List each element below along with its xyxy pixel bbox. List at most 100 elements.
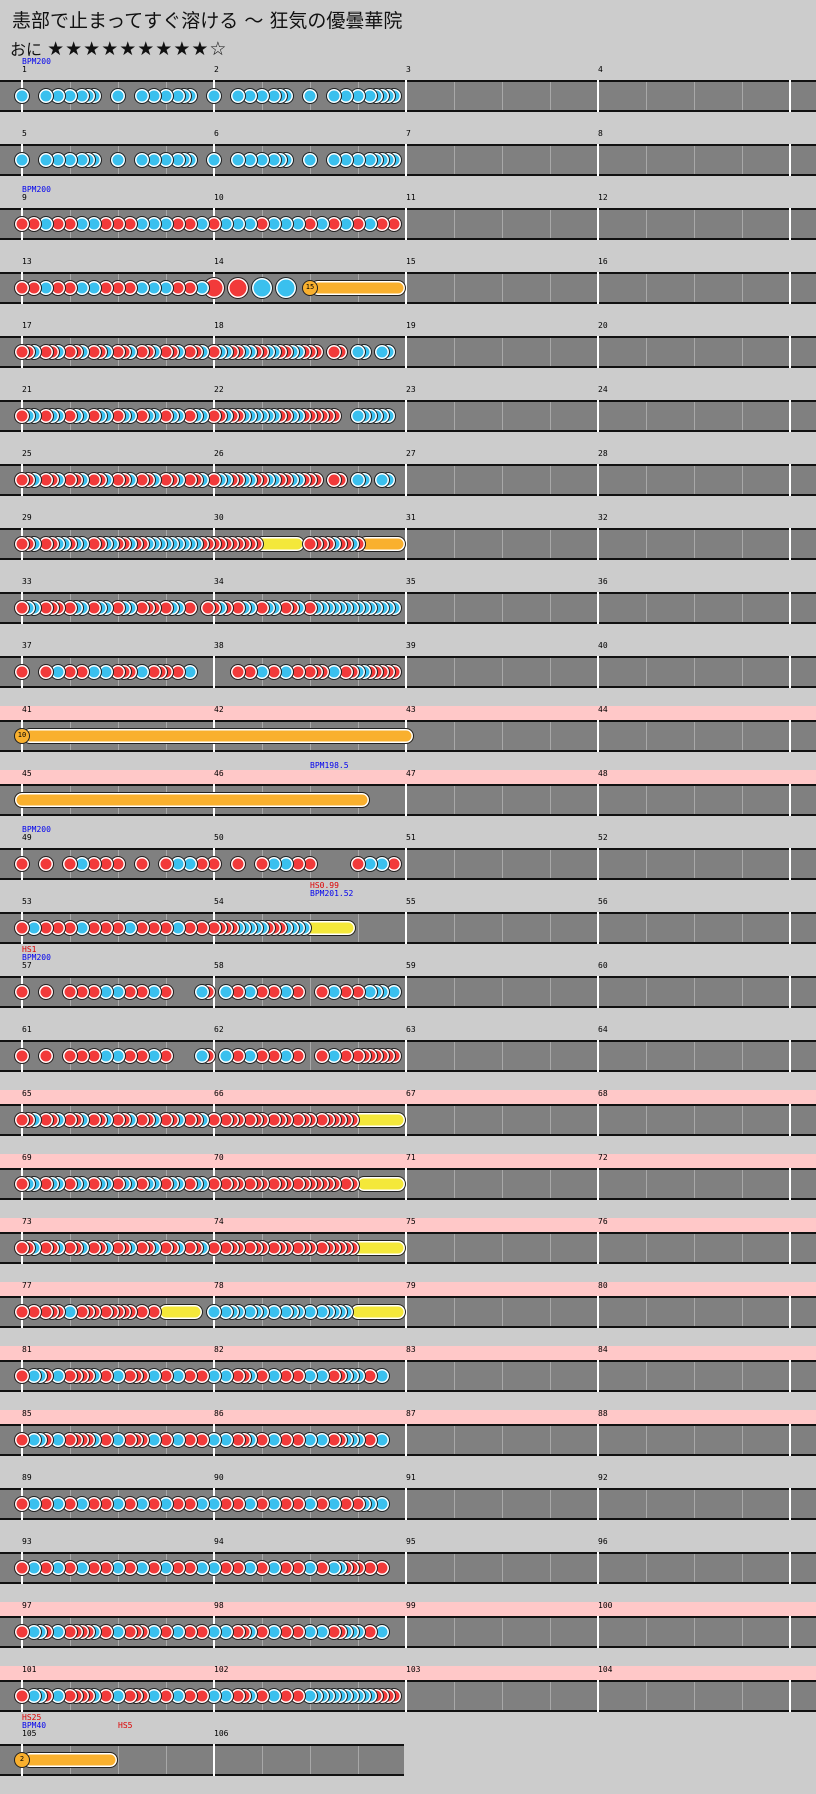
measure-line [405, 848, 407, 880]
don-note [314, 1048, 330, 1064]
ka-note [374, 472, 390, 488]
beat-line [550, 338, 551, 366]
measure-number: 50 [214, 833, 224, 842]
measure-line [405, 208, 407, 240]
beat-line [502, 1298, 503, 1326]
beat-line [502, 658, 503, 686]
measure-number: 26 [214, 449, 224, 458]
measure-line [789, 1424, 791, 1456]
beat-line [454, 786, 455, 814]
measure-number: 66 [214, 1089, 224, 1098]
measure-line [789, 208, 791, 240]
beat-line [502, 1554, 503, 1582]
beat-line [742, 1042, 743, 1070]
measure-number: 31 [406, 513, 416, 522]
measure-number: 67 [406, 1089, 416, 1098]
measure-number: 17 [22, 321, 32, 330]
measure-line [405, 1488, 407, 1520]
measure-line [789, 464, 791, 496]
measure-number: 8 [598, 129, 603, 138]
beat-line [550, 1490, 551, 1518]
don-note [14, 408, 30, 424]
chart-row: 73 74 75 76 [0, 1217, 816, 1282]
lane [0, 464, 816, 496]
measure-line [405, 400, 407, 432]
beat-line [742, 1234, 743, 1262]
beat-line [646, 914, 647, 942]
measure-line [789, 1296, 791, 1328]
beat-line [742, 786, 743, 814]
course-label: おに [10, 40, 43, 59]
measure-number: 89 [22, 1473, 32, 1482]
beat-line [646, 1362, 647, 1390]
don-note [14, 1304, 30, 1320]
measure-number: 57 [22, 961, 32, 970]
beat-line [646, 1618, 647, 1646]
measure-line [405, 656, 407, 688]
don-note [14, 1496, 30, 1512]
measure-number: 21 [22, 385, 32, 394]
don-note [38, 856, 54, 872]
measure-number: 46 [214, 769, 224, 778]
measure-line [789, 1168, 791, 1200]
beat-line [502, 850, 503, 878]
measure-number: 76 [598, 1217, 608, 1226]
beat-line [694, 786, 695, 814]
measure-line [597, 272, 599, 304]
measure-line [789, 528, 791, 560]
don-note [14, 600, 30, 616]
measure-line [213, 1744, 215, 1776]
balloon-tail [310, 280, 407, 296]
scroll-speed-label: HS0.99 [310, 881, 339, 890]
measure-number: 90 [214, 1473, 224, 1482]
beat-line [550, 1682, 551, 1710]
ka-note [374, 344, 390, 360]
measure-number: 54 [214, 897, 224, 906]
measure-line [597, 1680, 599, 1712]
measure-line [597, 912, 599, 944]
ka-note [302, 152, 318, 168]
beat-line [646, 146, 647, 174]
measure-number: 22 [214, 385, 224, 394]
measure-number: 36 [598, 577, 608, 586]
beat-line [502, 146, 503, 174]
measure-line [405, 976, 407, 1008]
balloon-note: 10 [14, 728, 30, 744]
beat-line [646, 786, 647, 814]
lane [0, 272, 816, 304]
measure-number: 85 [22, 1409, 32, 1418]
measure-line [789, 1552, 791, 1584]
ka-note [230, 152, 246, 168]
measure-number: 71 [406, 1153, 416, 1162]
measure-number: 1 [22, 65, 27, 74]
don-note [14, 280, 30, 296]
chart-row: 101 102 103 104 [0, 1665, 816, 1730]
measure-number: 94 [214, 1537, 224, 1546]
beat-line [550, 1298, 551, 1326]
don-note [254, 856, 270, 872]
measure-number: 79 [406, 1281, 416, 1290]
lane [0, 208, 816, 240]
beat-line [454, 1682, 455, 1710]
measure-number: 86 [214, 1409, 224, 1418]
beat-line [502, 1618, 503, 1646]
measure-number: 88 [598, 1409, 608, 1418]
balloon-tail [22, 1752, 119, 1768]
beat-line [310, 1746, 311, 1774]
measure-number: 24 [598, 385, 608, 394]
beat-line [646, 1490, 647, 1518]
beat-line [550, 146, 551, 174]
beat-line [550, 722, 551, 750]
measure-line [789, 912, 791, 944]
measure-number: 105 [22, 1729, 37, 1738]
measure-number: 99 [406, 1601, 416, 1610]
measure-number: 84 [598, 1345, 608, 1354]
ka-note [206, 1304, 222, 1320]
beat-line [502, 1426, 503, 1454]
measure-line [597, 1424, 599, 1456]
beat-line [454, 274, 455, 302]
beat-line [502, 594, 503, 622]
measure-line [789, 336, 791, 368]
chart-row: 89 90 91 92 [0, 1473, 816, 1538]
chart-row: 105 106 HS25 BPM40 HS5 2 [0, 1713, 404, 1794]
